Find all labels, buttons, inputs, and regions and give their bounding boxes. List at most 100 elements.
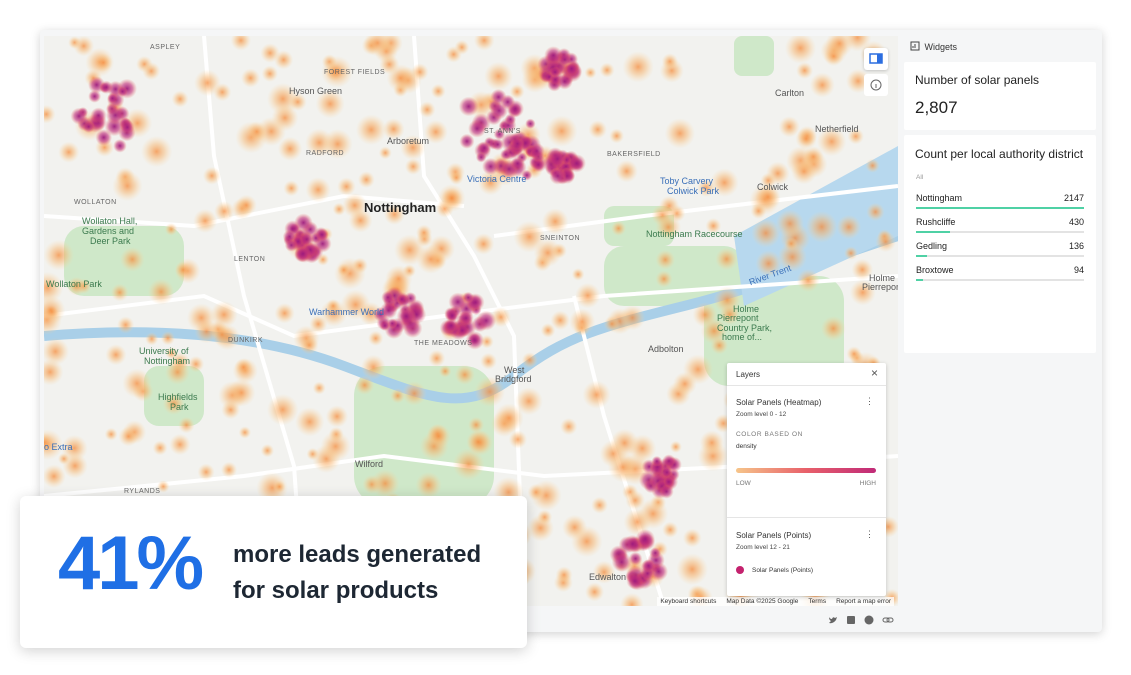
heat-blob xyxy=(67,276,86,296)
heat-blob xyxy=(340,289,371,320)
info-button[interactable] xyxy=(864,74,888,96)
heat-blob xyxy=(415,471,442,499)
heat-blob xyxy=(178,416,195,434)
heat-blob xyxy=(402,381,427,406)
heat-blob xyxy=(256,472,289,504)
heat-blob xyxy=(94,53,113,72)
heat-blob xyxy=(274,303,295,324)
callout-line: for solar products xyxy=(233,577,439,604)
heat-blob xyxy=(571,268,585,281)
heat-blob xyxy=(325,405,349,428)
heat-blob xyxy=(370,469,400,498)
map-label: University of xyxy=(139,346,189,356)
heat-blob xyxy=(227,378,256,407)
heat-blob xyxy=(585,582,605,602)
heat-blob xyxy=(692,302,718,328)
heat-blob xyxy=(719,304,741,325)
category-row[interactable]: Gedling 136 xyxy=(916,241,1084,257)
facebook-icon[interactable] xyxy=(864,615,874,625)
category-row[interactable]: Rushcliffe 430 xyxy=(916,217,1084,233)
heat-blob xyxy=(357,171,375,189)
map-label: Pierrepon xyxy=(862,282,898,292)
heat-hotspot xyxy=(635,529,656,549)
linkedin-icon[interactable] xyxy=(846,615,856,625)
map-label: Carlton xyxy=(775,88,805,98)
heat-blob xyxy=(118,426,139,447)
heat-blob xyxy=(423,119,448,144)
map-footer-link[interactable]: Report a map error xyxy=(836,598,891,605)
heat-blob xyxy=(383,203,405,225)
ramp-high: HIGH xyxy=(859,480,876,487)
heat-blob xyxy=(400,134,426,161)
color-label: COLOR BASED ON xyxy=(736,431,803,438)
layer-name[interactable]: Solar Panels (Points) xyxy=(736,531,812,540)
heat-blob xyxy=(171,90,189,108)
map-label: Warhammer World xyxy=(309,307,385,317)
layer-name[interactable]: Solar Panels (Heatmap) xyxy=(736,398,822,407)
heat-blob xyxy=(468,416,485,433)
map-label: Toby Carvery xyxy=(660,176,714,186)
heat-blob xyxy=(348,208,373,233)
heat-blob xyxy=(44,104,56,124)
heat-blob xyxy=(480,352,497,370)
formula-widget: Number of solar panels 2,807 xyxy=(904,62,1096,130)
heat-blob xyxy=(312,381,326,395)
heat-blob xyxy=(778,116,800,138)
layer-menu[interactable]: ⋮ xyxy=(865,529,874,539)
category-row[interactable]: Broxtowe 94 xyxy=(916,265,1084,281)
heat-blob xyxy=(162,392,185,415)
heat-hotspot xyxy=(468,119,487,138)
heat-blob xyxy=(599,62,615,78)
twitter-icon[interactable] xyxy=(828,615,838,625)
heat-blob xyxy=(836,214,862,240)
heat-blob xyxy=(474,376,506,408)
heat-hotspot xyxy=(70,107,88,125)
heat-hotspot xyxy=(294,245,312,262)
heat-blob xyxy=(382,118,405,141)
heat-blob xyxy=(555,566,573,584)
close-button[interactable]: × xyxy=(871,366,879,380)
category-value: 136 xyxy=(1068,241,1084,251)
heat-blob xyxy=(157,480,170,493)
heat-hotspot xyxy=(477,141,492,155)
link-icon[interactable] xyxy=(882,615,894,625)
heat-hotspot xyxy=(117,86,128,97)
category-bar xyxy=(916,207,1084,209)
widgets-header: Widgets xyxy=(910,37,957,55)
map-label: Holme xyxy=(733,304,760,314)
heat-blob xyxy=(44,295,66,325)
heat-blob xyxy=(321,55,353,88)
heat-blob xyxy=(288,92,307,111)
heat-blob xyxy=(355,375,375,395)
heat-blob xyxy=(271,104,299,132)
map-label: BAKERSFIELD xyxy=(607,151,661,158)
heat-blob xyxy=(620,592,644,606)
heat-hotspot xyxy=(458,96,479,117)
heat-hotspot xyxy=(462,291,475,304)
ramp-low: LOW xyxy=(736,480,751,487)
map-footer-link[interactable]: Keyboard shortcuts xyxy=(660,598,717,605)
filter-label[interactable]: All xyxy=(916,174,924,181)
callout-line: more leads generated xyxy=(233,541,482,568)
map-footer-link[interactable]: Terms xyxy=(808,598,827,605)
heat-hotspot xyxy=(611,552,632,572)
panel-toggle[interactable] xyxy=(864,48,888,70)
map-label: Nottingham xyxy=(364,200,437,215)
heat-blob xyxy=(336,263,351,277)
map-label: WOLLATON xyxy=(74,199,117,206)
map-label: ST. ANN'S xyxy=(484,128,521,135)
map-label: SNEINTON xyxy=(540,235,581,242)
category-row[interactable]: Nottingham 2147 xyxy=(916,193,1084,209)
map-label: Adbolton xyxy=(648,344,684,354)
layer-menu[interactable]: ⋮ xyxy=(865,396,874,406)
heat-blob xyxy=(784,36,817,64)
heat-blob xyxy=(844,246,858,261)
bar-track xyxy=(916,255,1084,257)
heat-hotspot xyxy=(459,133,475,149)
callout-card: 41% more leads generated for solar produ… xyxy=(20,496,527,648)
heat-blob xyxy=(320,431,351,462)
heat-blob xyxy=(662,521,679,538)
heat-blob xyxy=(174,261,192,279)
heat-blob xyxy=(404,158,422,175)
heat-blob xyxy=(755,250,782,277)
